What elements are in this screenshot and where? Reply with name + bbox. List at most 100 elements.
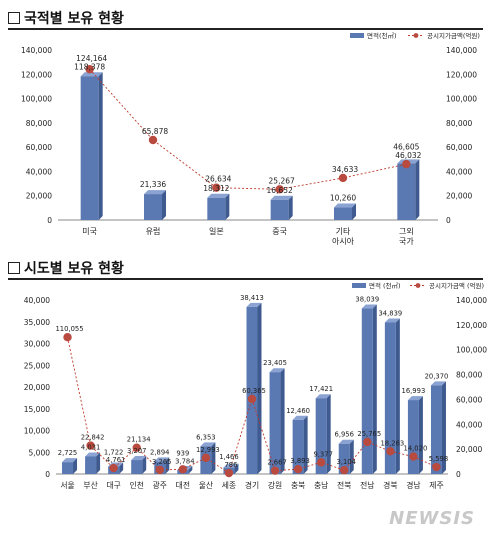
- line-value-label: 786: [224, 461, 237, 469]
- line-value-label: 9,377: [313, 450, 332, 458]
- category-label: 제주: [429, 481, 443, 490]
- line-marker: [293, 464, 303, 474]
- category-label: 경남: [406, 480, 420, 490]
- y2-tick-label: 140,000: [446, 46, 477, 55]
- bar-value-label: 12,460: [286, 407, 310, 415]
- bar: [144, 194, 162, 220]
- section-rule: [8, 278, 483, 280]
- bar-value-label: 16,652: [267, 186, 293, 195]
- category-label: 미국: [82, 227, 97, 236]
- bar: [80, 76, 99, 221]
- line-marker: [109, 463, 118, 473]
- bar-value-label: 4,031: [81, 443, 100, 451]
- y-tick-label: 5,000: [29, 448, 51, 457]
- y-tick-label: 120,000: [21, 70, 52, 79]
- line-value-label: 4,761: [106, 456, 125, 464]
- line-marker: [86, 441, 95, 450]
- bar-side: [415, 159, 420, 220]
- line-value-label: 3,265: [152, 458, 171, 466]
- bar-top: [131, 456, 147, 461]
- bar-top: [270, 195, 293, 200]
- category-label: 중국: [272, 227, 287, 236]
- y-tick-label: 0: [45, 470, 50, 479]
- y-tick-label: 100,000: [21, 95, 52, 104]
- y-tick-label: 140,000: [21, 46, 52, 55]
- y-tick-label: 40,000: [26, 167, 52, 176]
- bar-top: [338, 439, 354, 444]
- category-label: 국가: [399, 237, 414, 246]
- y-tick-label: 20,000: [24, 383, 50, 392]
- bar: [270, 199, 289, 220]
- bar-top: [384, 318, 400, 323]
- line-value-label: 25,765: [357, 430, 381, 438]
- y2-tick-label: 120,000: [456, 321, 487, 330]
- bar-side: [225, 193, 230, 220]
- category-label: 충남: [314, 481, 328, 490]
- bar-value-label: 18,312: [203, 184, 229, 193]
- category-label: 유럽: [146, 227, 161, 236]
- y-tick-label: 10,000: [24, 427, 50, 436]
- y2-tick-label: 0: [446, 216, 451, 225]
- line-marker: [386, 447, 395, 456]
- line-value-label: 34,633: [332, 165, 358, 174]
- bar-side: [280, 368, 285, 474]
- bar-top: [361, 304, 377, 309]
- bar: [269, 372, 281, 474]
- bar: [334, 207, 352, 220]
- line-marker: [132, 443, 141, 452]
- legend-bar-swatch: [350, 33, 364, 38]
- category-label: 충북: [291, 481, 305, 490]
- line-marker: [275, 185, 284, 194]
- bar-top: [407, 396, 423, 401]
- line-marker: [338, 173, 348, 183]
- y-tick-label: 30,000: [24, 340, 50, 349]
- bar-side: [119, 462, 124, 474]
- line-marker: [201, 453, 211, 463]
- bar-side: [349, 439, 354, 474]
- bar-value-label: 1,722: [104, 448, 123, 456]
- legend-line-marker: [415, 283, 421, 288]
- category-label: 대구: [106, 481, 120, 490]
- y-tick-label: 20,000: [26, 192, 52, 201]
- section-title-nationality: 국적별 보유 현황: [8, 8, 124, 28]
- line-marker: [363, 437, 372, 447]
- y2-tick-label: 40,000: [456, 420, 482, 429]
- series-line: [89, 68, 407, 190]
- bar-top: [85, 452, 101, 457]
- bar: [207, 197, 226, 220]
- legend-line-marker: [413, 33, 419, 38]
- bar: [246, 306, 258, 474]
- line-marker: [178, 465, 188, 474]
- line-value-label: 12,993: [196, 446, 220, 454]
- bar-top: [430, 381, 446, 386]
- y-tick-label: 15,000: [24, 405, 50, 414]
- bar-value-label: 3,207: [127, 447, 146, 455]
- bar-side: [418, 396, 423, 474]
- line-value-label: 60,365: [242, 387, 266, 395]
- section-rule: [8, 28, 483, 30]
- line-marker: [63, 333, 72, 342]
- chart-region: 0 5,000 10,000 15,000 20,000 25,000 30,000 35,0…: [24, 281, 487, 490]
- bar-side: [352, 203, 356, 220]
- y2-tick-label: 20,000: [446, 192, 472, 201]
- line-marker: [85, 65, 94, 74]
- y2-tick-label: 100,000: [446, 95, 477, 104]
- y-tick-label: 40,000: [24, 296, 50, 305]
- bar-value-label: 20,370: [425, 372, 449, 380]
- y-tick-label: 0: [47, 216, 52, 225]
- y2-tick-label: 80,000: [446, 119, 472, 128]
- section-title-text: 시도별 보유 현황: [24, 261, 124, 277]
- bar-value-label: 34,839: [378, 309, 402, 317]
- bar-side: [288, 195, 293, 220]
- category-label: 경기: [245, 480, 259, 490]
- watermark-logo: NEWSIS: [389, 508, 475, 529]
- y-tick-label: 25,000: [24, 361, 50, 370]
- bar-side: [96, 452, 101, 474]
- line-marker: [155, 465, 164, 475]
- y-tick-label: 60,000: [26, 143, 52, 152]
- legend-bar-label: 면적 (천㎡): [369, 281, 401, 290]
- line-value-label: 14,020: [404, 445, 428, 453]
- bar-top: [334, 203, 356, 208]
- category-label: 대전: [176, 480, 190, 490]
- bar-top: [80, 72, 103, 77]
